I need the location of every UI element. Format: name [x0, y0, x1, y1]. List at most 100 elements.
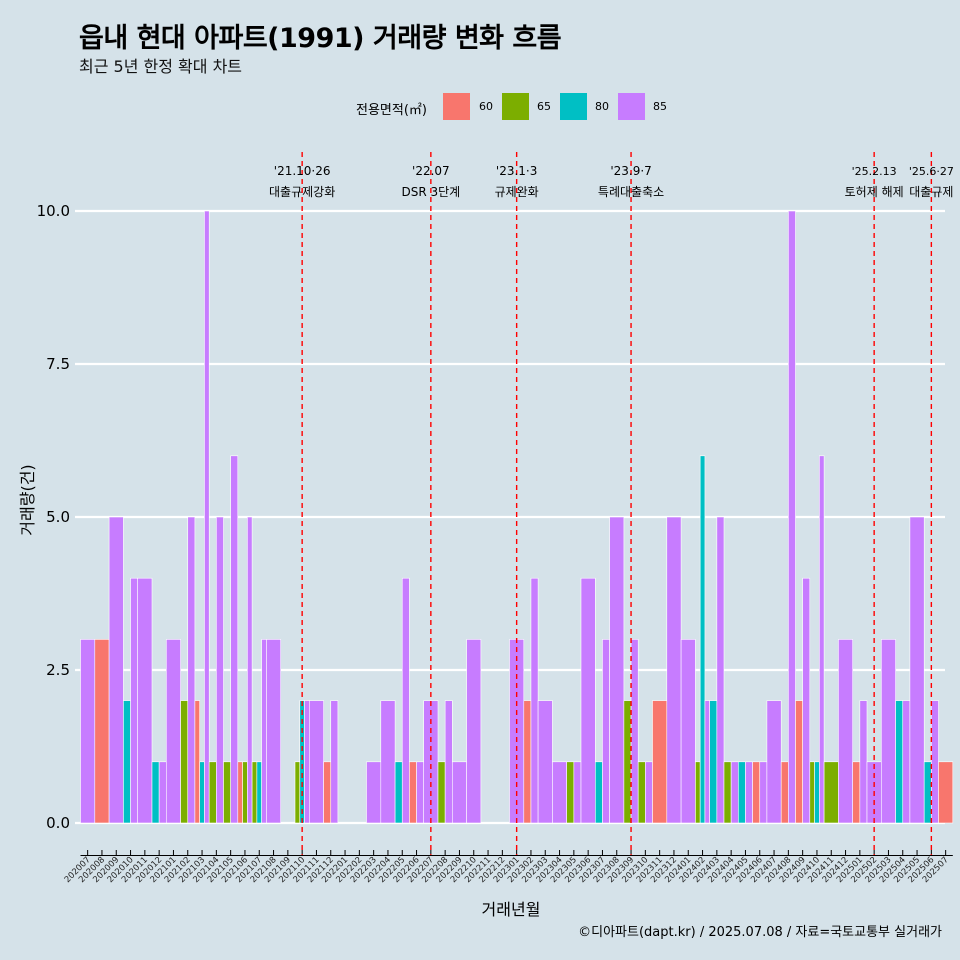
bar-202010-80 — [123, 700, 131, 824]
bar-202312-85 — [666, 516, 682, 824]
bar-202008-60 — [94, 639, 110, 824]
bar-202506-80 — [923, 761, 932, 824]
bar-202107-85 — [261, 639, 267, 824]
bar-202103-60 — [194, 700, 200, 824]
legend-key-80 — [560, 93, 587, 120]
bar-202307-85 — [602, 639, 610, 824]
bar-202310-85 — [645, 761, 653, 824]
bar-202206-60 — [409, 761, 417, 824]
bar-202107-65 — [251, 761, 258, 824]
legend-key-85 — [618, 93, 645, 120]
y-tick-label: 7.5 — [46, 355, 70, 373]
x-axis-title: 거래년월 — [482, 900, 541, 919]
bar-202205-80 — [394, 761, 403, 824]
bar-202304-85 — [552, 761, 568, 824]
source-caption: ©디아파트(dapt.kr) / 2025.07.08 / 자료=국토교통부 실… — [578, 925, 942, 940]
y-tick-label: 5.0 — [46, 508, 70, 526]
bar-202403-85 — [716, 516, 725, 824]
bar-202504-80 — [895, 700, 904, 824]
bar-202408-85 — [788, 210, 796, 824]
y-tick-label: 10.0 — [37, 202, 70, 220]
event-label: DSR 3단계 — [401, 185, 460, 199]
bar-202302-60 — [523, 700, 532, 824]
legend: 전용면적(㎡) 60 65 80 85 — [0, 92, 960, 122]
bar-202309-65 — [623, 700, 632, 824]
bar-202103-85 — [204, 210, 210, 824]
bar-202009-85 — [108, 516, 124, 824]
y-tick-label: 2.5 — [46, 661, 70, 679]
bar-202209-85 — [451, 761, 467, 824]
bar-202412-85 — [838, 639, 854, 824]
bar-202012-80 — [151, 761, 160, 824]
bar-202409-85 — [802, 577, 811, 824]
bar-202302-85 — [530, 577, 539, 824]
bar-202106-60 — [237, 761, 243, 824]
bar-202501-85 — [859, 700, 868, 824]
bar-202112-85 — [330, 700, 339, 824]
event-date: '25.6·27 — [909, 165, 954, 178]
bar-202102-85 — [187, 516, 196, 824]
bar-202007-85 — [80, 639, 96, 824]
event-label: 대출규제 — [909, 185, 953, 199]
legend-label-60: 60 — [479, 100, 493, 113]
bar-202405-80 — [737, 761, 746, 824]
bar-202402-85 — [704, 700, 711, 824]
bar-202105-65 — [223, 761, 231, 824]
bar-202305-85 — [573, 761, 582, 824]
bar-202107-80 — [256, 761, 262, 824]
event-date: '22.07 — [412, 164, 450, 178]
bar-202203-85 — [366, 761, 382, 824]
bar-202407-85 — [766, 700, 782, 824]
bar-202404-85 — [730, 761, 739, 824]
bar-202011-85 — [137, 577, 153, 824]
bar-202110-65 — [294, 761, 301, 824]
bar-202106-85 — [247, 516, 253, 824]
bar-202311-60 — [652, 700, 668, 824]
event-label: 규제완화 — [495, 185, 539, 199]
bar-202104-85 — [216, 516, 224, 824]
event-label: 대출규제강화 — [269, 185, 335, 199]
bar-202504-85 — [902, 700, 911, 824]
event-date: '21.10·26 — [274, 164, 331, 178]
bar-202507-60 — [938, 761, 954, 824]
bar-202010-85 — [130, 577, 139, 824]
bar-202012-85 — [158, 761, 167, 824]
bar-202103-80 — [199, 761, 205, 824]
bar-202503-85 — [880, 639, 896, 824]
bar-202506-85 — [931, 700, 939, 824]
bar-202406-60 — [752, 761, 761, 824]
legend-label-85: 85 — [653, 100, 667, 113]
bar-202306-85 — [580, 577, 596, 824]
bar-202403-80 — [709, 700, 718, 824]
legend-key-60 — [443, 93, 470, 120]
bar-202305-65 — [566, 761, 575, 824]
bar-202404-65 — [723, 761, 732, 824]
bar-202307-80 — [594, 761, 603, 824]
event-date: '23.1·3 — [496, 164, 537, 178]
y-axis-title: 거래량(건) — [18, 464, 37, 535]
bar-202310-65 — [637, 761, 646, 824]
chart-title: 읍내 현대 아파트(1991) 거래량 변화 흐름 — [79, 23, 562, 54]
legend-label-65: 65 — [537, 100, 551, 113]
chart-subtitle: 최근 5년 한정 확대 차트 — [79, 57, 243, 76]
bar-202111-85 — [308, 700, 324, 824]
bar-202104-65 — [208, 761, 217, 824]
bar-202501-60 — [852, 761, 861, 824]
bar-202108-85 — [266, 639, 281, 824]
bar-202102-65 — [180, 700, 189, 824]
bar-202408-60 — [780, 761, 789, 824]
legend-label-80: 80 — [595, 100, 609, 113]
bar-202204-85 — [380, 700, 396, 824]
bar-202110-85 — [304, 700, 310, 824]
bar-202402-65 — [695, 761, 701, 824]
bar-202210-85 — [466, 639, 482, 824]
bar-202410-80 — [814, 761, 820, 824]
bar-202409-60 — [795, 700, 803, 824]
bar-202308-85 — [609, 516, 625, 824]
bar-202406-85 — [759, 761, 768, 824]
event-label: 특례대출축소 — [598, 185, 664, 199]
y-tick-label: 0.0 — [46, 814, 70, 832]
bar-202402-80 — [699, 455, 706, 824]
bar-202208-85 — [444, 700, 453, 824]
